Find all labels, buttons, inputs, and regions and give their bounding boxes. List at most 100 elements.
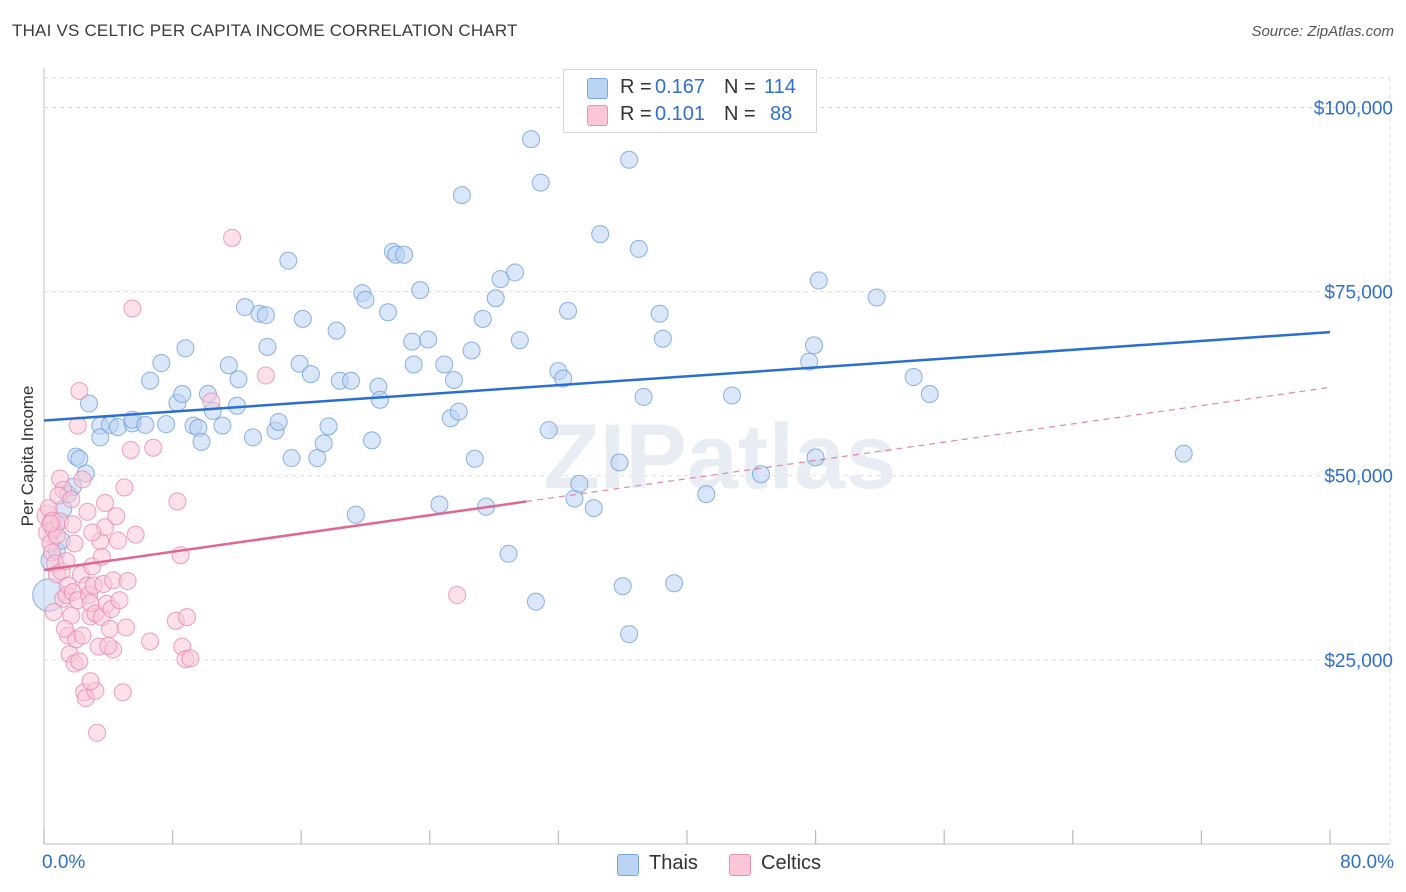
stats-row-celtics: R = 0.101 N = 88 xyxy=(564,101,816,129)
thai-point xyxy=(192,432,211,451)
n-value: 88 xyxy=(770,103,793,125)
thai-point xyxy=(526,592,545,611)
thai-point xyxy=(806,448,825,467)
thai-point xyxy=(301,365,320,384)
thai-point xyxy=(554,369,573,388)
thai-point xyxy=(229,370,248,389)
thai-point xyxy=(379,303,398,322)
thai-point xyxy=(486,289,505,308)
thais-swatch xyxy=(587,78,608,99)
celtic-point xyxy=(123,299,142,318)
thai-point xyxy=(449,402,468,421)
thais-legend-swatch xyxy=(617,854,639,876)
thai-point xyxy=(697,485,716,504)
celtic-point xyxy=(99,636,118,655)
r-value: 0.101 xyxy=(655,103,706,125)
celtic-point xyxy=(62,490,81,509)
celtic-point xyxy=(256,366,275,385)
points-layer xyxy=(32,130,1193,742)
trend-line-thais xyxy=(43,330,1331,422)
watermark: ZIPatlas xyxy=(544,406,897,508)
thai-point xyxy=(290,354,309,373)
thai-point xyxy=(559,301,578,320)
thai-point xyxy=(591,225,610,244)
thai-point xyxy=(473,309,492,328)
celtic-point xyxy=(108,531,127,550)
celtic-point xyxy=(118,572,137,591)
trend-line-extension-celtics xyxy=(526,386,1331,503)
thai-point xyxy=(462,341,481,360)
series-legend: Thais Celtics xyxy=(0,852,1406,878)
trend-line-celtics xyxy=(43,500,527,572)
thai-point xyxy=(141,371,160,390)
thai-point xyxy=(346,505,365,524)
celtic-point xyxy=(144,438,163,457)
celtic-point xyxy=(141,632,160,651)
celtic-point xyxy=(55,619,74,638)
thai-point xyxy=(465,449,484,468)
celtics-swatch xyxy=(587,105,608,126)
y-tick-label: $50,000 xyxy=(1324,467,1393,488)
thai-point xyxy=(804,336,823,355)
trend-layer xyxy=(43,330,1331,572)
thai-point xyxy=(258,337,277,356)
thai-point xyxy=(213,416,232,435)
x-tick-max: 80.0% xyxy=(1340,852,1394,873)
celtic-point xyxy=(81,672,100,691)
thai-point xyxy=(613,577,632,596)
celtic-point xyxy=(116,618,135,637)
thai-point xyxy=(269,412,288,431)
y-tick-label: $75,000 xyxy=(1324,283,1393,304)
thai-point xyxy=(435,355,454,374)
celtic-point xyxy=(110,591,129,610)
thai-point xyxy=(510,331,529,350)
stats-legend: R = 0.167 N = 114 R = 0.101 N = 88 xyxy=(563,69,817,133)
thai-point xyxy=(665,574,684,593)
celtic-point xyxy=(44,602,63,621)
n-value: 114 xyxy=(764,76,796,98)
thai-point xyxy=(809,271,828,290)
thai-point xyxy=(411,281,430,300)
celtic-point xyxy=(78,502,97,521)
thai-point xyxy=(505,263,524,282)
celtic-point xyxy=(121,440,140,459)
thai-point xyxy=(342,371,361,390)
n-label: N = xyxy=(724,76,756,98)
thai-point xyxy=(80,394,99,413)
r-value: 0.167 xyxy=(655,76,706,98)
thai-point xyxy=(620,150,639,169)
thai-point xyxy=(403,332,422,351)
legend-label-thais: Thais xyxy=(649,852,698,874)
celtic-point xyxy=(83,523,102,542)
thai-point xyxy=(610,453,629,472)
celtic-point xyxy=(168,492,187,511)
source-credit: Source: ZipAtlas.com xyxy=(1251,23,1394,40)
celtic-point xyxy=(115,478,134,497)
celtic-point xyxy=(223,228,242,247)
n-label: N = xyxy=(724,103,756,125)
thai-point xyxy=(282,449,301,468)
y-tick-labels: $25,000 $50,000 $75,000 $100,000 xyxy=(1314,98,1393,671)
thai-point xyxy=(362,431,381,450)
celtic-point xyxy=(88,723,107,742)
celtic-point xyxy=(107,507,126,526)
celtic-point xyxy=(178,608,197,627)
thai-point xyxy=(243,428,262,447)
thai-point xyxy=(584,499,603,518)
thai-point xyxy=(751,465,770,484)
thai-point xyxy=(91,428,110,447)
axis-layer xyxy=(43,68,1390,845)
thai-point xyxy=(430,495,449,514)
thai-point xyxy=(395,245,414,264)
thai-point xyxy=(620,625,639,644)
thai-point xyxy=(723,386,742,405)
y-tick-label: $100,000 xyxy=(1314,98,1393,119)
celtic-point xyxy=(70,382,89,401)
thai-point xyxy=(319,417,338,436)
thai-point xyxy=(176,339,195,358)
celtic-point xyxy=(126,525,145,544)
thai-point xyxy=(499,544,518,563)
stats-row-thais: R = 0.167 N = 114 xyxy=(564,74,816,102)
thai-point xyxy=(867,288,886,307)
thai-point xyxy=(522,130,541,149)
